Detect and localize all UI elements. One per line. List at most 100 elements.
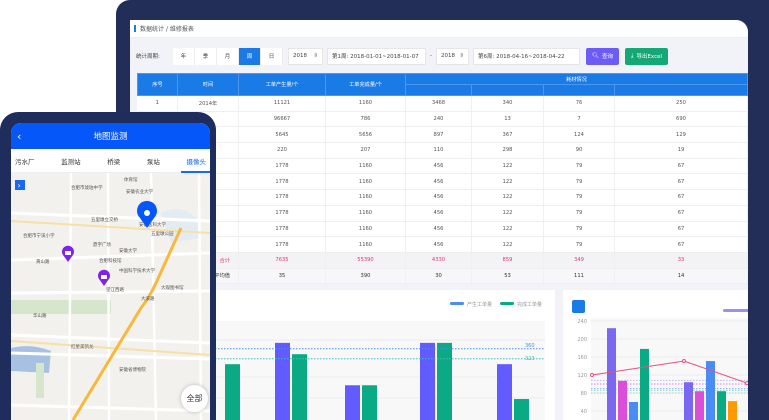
tab-bridge[interactable]: 桥梁 (107, 157, 121, 166)
map-view[interactable]: 合肥市琥珀中学 体育馆安徽农业大学五里墩立交桥安徽医科大学合肥市宁溪小学鼎宇广场安… (11, 173, 210, 420)
period-month[interactable]: 月 (217, 47, 239, 65)
chevron-left-icon[interactable]: ‹ (17, 129, 22, 143)
period-day[interactable]: 日 (261, 47, 283, 65)
lake (11, 346, 51, 373)
period-quarter[interactable]: 季 (195, 47, 217, 65)
chart-icon (572, 300, 585, 313)
park (11, 300, 111, 314)
subcol (543, 84, 615, 96)
export-excel-button[interactable]: ⤓ 导出Excel (625, 47, 669, 65)
sum-row: 合计 7635 55390 4330 859 349 33 (137, 252, 748, 269)
map-label: 红星美凯龙 (71, 343, 94, 350)
table-cell: 4330 (405, 252, 472, 269)
end-week-select[interactable]: 第6周: 2018-04-16~2018-04-22 (473, 47, 580, 65)
plot-area (215, 321, 545, 420)
table-cell: 35 (238, 268, 326, 285)
download-icon: ⤓ (631, 52, 634, 59)
y-tick-label: 40 (581, 409, 587, 415)
y-tick-label: 80 (581, 391, 587, 397)
end-year-value: 2018 (441, 53, 455, 59)
map-label: 合肥市宁溪小学 (23, 232, 55, 239)
tab-monitor-station[interactable]: 监测站 (61, 157, 81, 166)
phone-title: 地图监测 (93, 132, 128, 142)
phone-header: ‹ 地图监测 (11, 123, 210, 149)
table-cell: 1160 (325, 158, 406, 175)
reference-label: 360 (525, 343, 535, 349)
line-point (745, 381, 748, 386)
table-cell: 1160 (325, 236, 406, 253)
table-cell: 124 (543, 126, 615, 144)
period-week[interactable]: 周 (239, 47, 261, 65)
consumables-chart: 240 200 160 120 80 40 (572, 300, 748, 420)
phone-screen: ‹ 地图监测 污水厂 监测站 桥梁 泵站 摄像头 合肥市琥珀中学 体育馆 安徽农业大学… (11, 123, 210, 420)
table-cell: 1778 (238, 173, 326, 191)
legend-swatch (450, 302, 464, 305)
table-cell: 7 (543, 111, 615, 128)
tab-camera[interactable]: 摄像头 (180, 149, 210, 173)
table-cell: 690 (614, 111, 748, 128)
road (67, 173, 73, 420)
show-all-button[interactable]: 全部 (181, 385, 208, 412)
table-row: 96667 786 240 13 7 690 (137, 111, 748, 128)
spinner-icon: ⇳ (459, 53, 464, 59)
road (11, 251, 210, 262)
bar (629, 402, 638, 420)
end-year-select[interactable]: 2018 ⇳ (436, 47, 469, 65)
legend-label: 完成工单量 (517, 301, 542, 308)
legend-swatch (500, 302, 514, 305)
highway (71, 227, 183, 420)
table-cell: 349 (543, 252, 615, 269)
expand-panel-button[interactable] (15, 180, 25, 190)
table-cell: 67 (614, 236, 748, 253)
period-segment: 年 季 月 周 日 (173, 47, 283, 65)
period-label: 统计周期: (136, 54, 160, 60)
table-cell: 33 (614, 252, 748, 269)
table-cell: 19 (614, 142, 748, 159)
bar (275, 342, 290, 420)
table-cell: 240 (405, 111, 472, 128)
map-label: 大溪路 (141, 295, 155, 302)
line-point (682, 359, 686, 364)
table-cell: 1160 (325, 221, 406, 238)
bar (497, 364, 512, 420)
end-week-value: 第6周: 2018-04-16~2018-04-22 (478, 54, 565, 60)
workorder-chart-panel: 产生工单量 完成工单量 360 323 (215, 290, 555, 420)
table-cell: 90 (543, 142, 615, 159)
reference-label: 323 (525, 356, 535, 362)
query-button[interactable]: 🔍︎ 查询 (586, 47, 619, 65)
table-cell: 1 (137, 95, 178, 112)
table-cell: 79 (543, 173, 615, 191)
table-cell: 3468 (405, 95, 472, 112)
tab-sewage-plant[interactable]: 污水厂 (15, 157, 35, 166)
table-cell: 67 (614, 205, 748, 222)
bar (640, 348, 649, 420)
table-row: 220 207 110 298 90 19 (137, 142, 748, 159)
tab-pump-station[interactable]: 泵站 (146, 157, 160, 166)
table-cell: 79 (543, 205, 615, 222)
bar (607, 328, 616, 420)
table-cell: 2014年 (177, 95, 239, 112)
start-year-select[interactable]: 2018 ⇳ (288, 47, 323, 65)
table-cell: 5645 (238, 126, 326, 144)
map-label: 五里墩立交桥 (91, 216, 118, 223)
table-cell: 7635 (238, 252, 326, 269)
table-row: 1778 1160 456 122 79 67 (137, 221, 748, 238)
spinner-icon: ⇳ (313, 53, 318, 59)
table-cell: 786 (325, 111, 406, 128)
road (11, 211, 210, 223)
period-year[interactable]: 年 (173, 47, 195, 65)
chevron-right-icon: › (18, 181, 21, 190)
road (11, 289, 210, 295)
legend-label: 产生工单量 (467, 301, 492, 308)
search-icon: 🔍︎ (592, 53, 599, 59)
bar (420, 342, 435, 420)
table-cell: 1778 (238, 158, 326, 175)
map-label: 大观图书馆 (161, 284, 184, 291)
table-cell: 1778 (238, 205, 326, 222)
subcol (405, 84, 472, 96)
start-week-select[interactable]: 第1周: 2018-01-01~2018-01-07 (327, 47, 426, 65)
table-row: 5645 5656 897 367 124 129 (137, 126, 748, 144)
table-cell: 122 (471, 205, 544, 222)
subcol (614, 84, 748, 96)
road (11, 333, 210, 345)
